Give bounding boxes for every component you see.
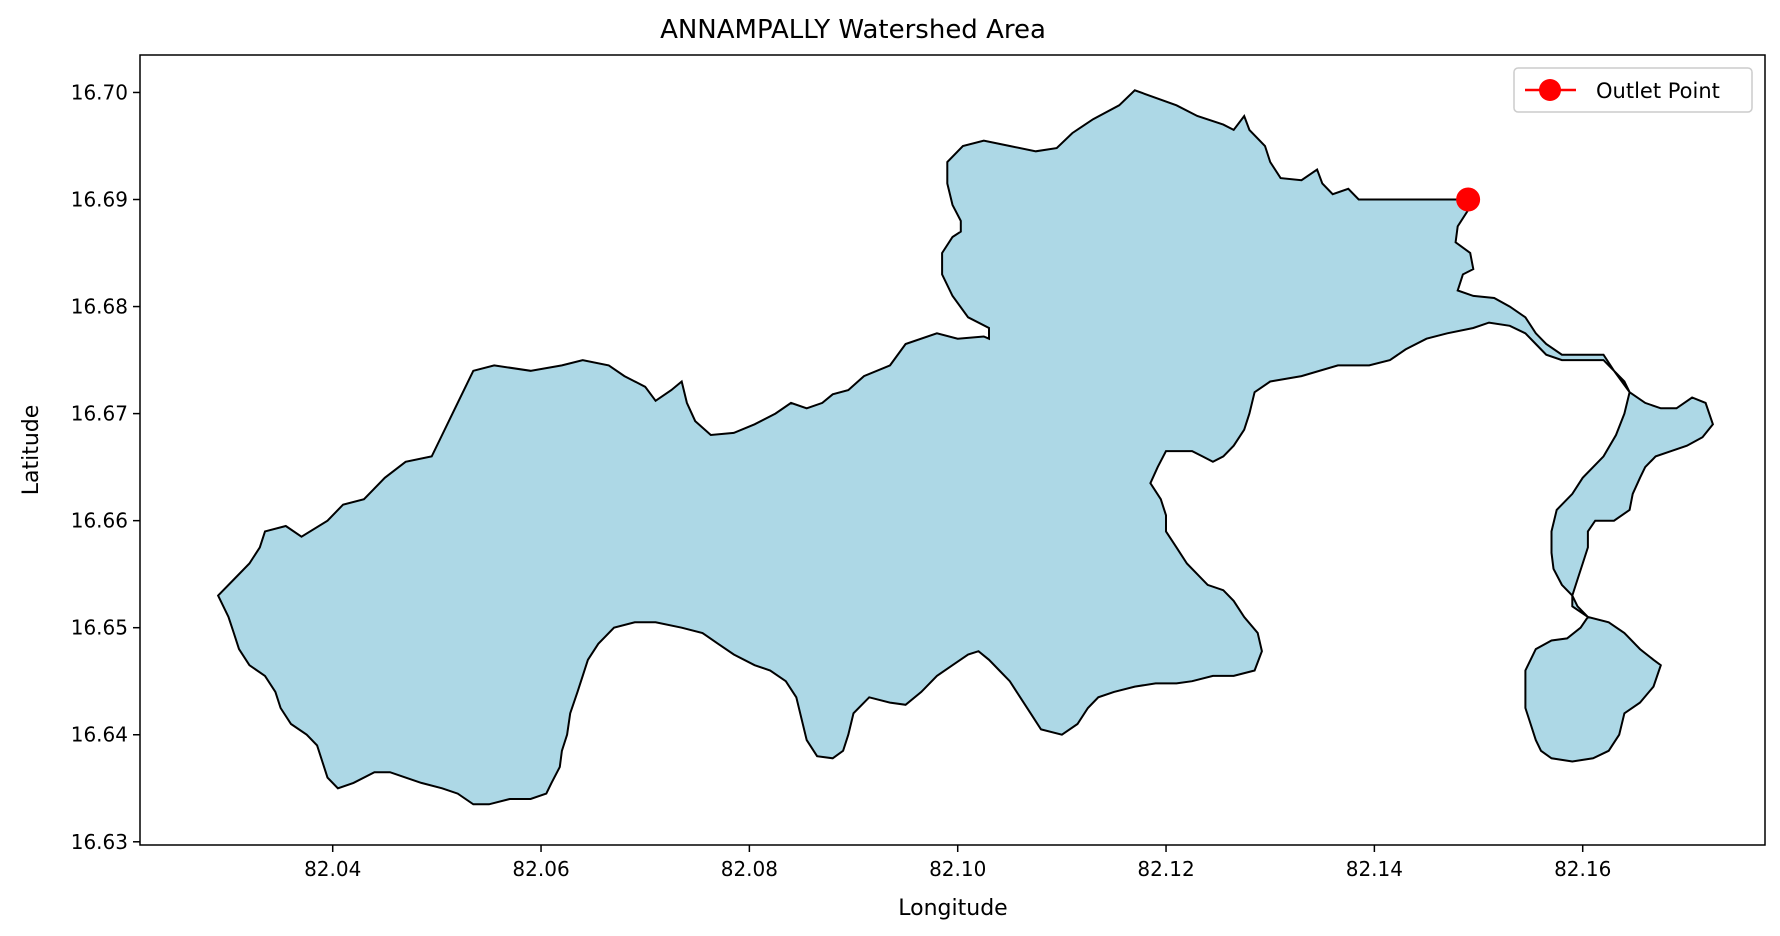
y-tick-label: 16.70 bbox=[71, 80, 128, 104]
outlet-point bbox=[1456, 187, 1481, 212]
x-tick-label: 82.06 bbox=[512, 857, 569, 881]
plot-area bbox=[216, 89, 1715, 806]
legend: Outlet Point bbox=[1513, 67, 1753, 113]
y-tick-label: 16.69 bbox=[71, 188, 128, 212]
y-tick-label: 16.65 bbox=[71, 616, 128, 640]
x-tick-label: 82.10 bbox=[929, 857, 986, 881]
x-axis-label: Longitude bbox=[898, 896, 1007, 921]
outlet-point-marker bbox=[1456, 187, 1481, 212]
x-tick-label: 82.04 bbox=[304, 857, 361, 881]
y-tick-label: 16.66 bbox=[71, 509, 128, 533]
watershed-polygon bbox=[216, 89, 1715, 806]
axes-frame bbox=[139, 54, 1766, 846]
x-tick-label: 82.12 bbox=[1137, 857, 1194, 881]
y-tick-label: 16.67 bbox=[71, 402, 128, 426]
x-tick-label: 82.14 bbox=[1346, 857, 1403, 881]
y-tick-label: 16.64 bbox=[71, 723, 128, 747]
x-axis-ticks: 82.04 82.06 82.08 82.10 82.12 82.14 82.16 bbox=[304, 845, 1611, 881]
y-tick-label: 16.63 bbox=[71, 830, 128, 854]
chart-title: ANNAMPALLY Watershed Area bbox=[660, 15, 1046, 45]
legend-marker-swatch bbox=[1539, 79, 1561, 101]
y-axis-label: Latitude bbox=[19, 405, 44, 496]
x-tick-label: 82.08 bbox=[721, 857, 778, 881]
legend-label-outlet-point: Outlet Point bbox=[1596, 79, 1720, 103]
y-axis-ticks: 16.63 16.64 16.65 16.66 16.67 16.68 16.69 16.70 bbox=[71, 80, 140, 854]
y-tick-label: 16.68 bbox=[71, 295, 128, 319]
legend-frame bbox=[1513, 67, 1753, 113]
x-tick-label: 82.16 bbox=[1554, 857, 1611, 881]
